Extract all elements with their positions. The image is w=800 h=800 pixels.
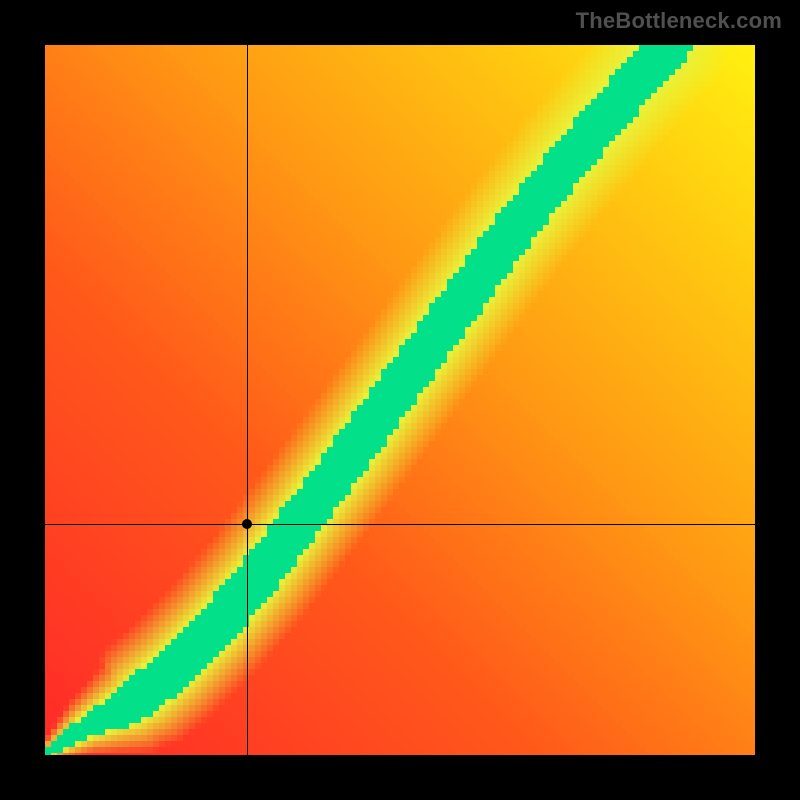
crosshair-vertical (247, 45, 248, 755)
crosshair-horizontal (45, 524, 755, 525)
heatmap-canvas (45, 45, 755, 755)
heatmap-plot (45, 45, 755, 755)
marker-point (242, 519, 252, 529)
watermark-text: TheBottleneck.com (576, 8, 782, 34)
